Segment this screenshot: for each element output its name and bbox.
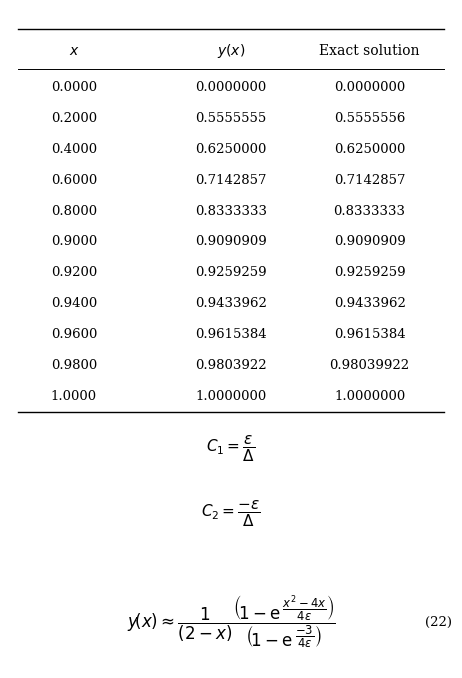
Text: (22): (22) — [426, 616, 452, 629]
Text: 0.9000: 0.9000 — [51, 235, 97, 248]
Text: 0.9800: 0.9800 — [51, 359, 97, 372]
Text: 0.0000000: 0.0000000 — [334, 81, 405, 94]
Text: 0.8333333: 0.8333333 — [334, 205, 406, 218]
Text: 0.5555555: 0.5555555 — [195, 112, 267, 125]
Text: 0.6250000: 0.6250000 — [195, 143, 267, 156]
Text: Exact solution: Exact solution — [319, 44, 420, 58]
Text: 1.0000000: 1.0000000 — [195, 390, 267, 403]
Text: 0.5555556: 0.5555556 — [334, 112, 405, 125]
Text: 1.0000000: 1.0000000 — [334, 390, 405, 403]
Text: 0.9090909: 0.9090909 — [195, 235, 267, 248]
Text: 0.2000: 0.2000 — [51, 112, 97, 125]
Text: $x$: $x$ — [68, 44, 79, 58]
Text: $C_{1}=\dfrac{\varepsilon}{\Delta}$: $C_{1}=\dfrac{\varepsilon}{\Delta}$ — [207, 435, 255, 464]
Text: 0.9433962: 0.9433962 — [334, 297, 406, 310]
Text: 0.7142857: 0.7142857 — [195, 174, 267, 186]
Text: 0.9259259: 0.9259259 — [195, 266, 267, 279]
Text: 0.8000: 0.8000 — [51, 205, 97, 218]
Text: 0.7142857: 0.7142857 — [334, 174, 405, 186]
Text: 0.9433962: 0.9433962 — [195, 297, 267, 310]
Text: $C_{2}=\dfrac{-\varepsilon}{\Delta}$: $C_{2}=\dfrac{-\varepsilon}{\Delta}$ — [201, 499, 261, 529]
Text: 0.6000: 0.6000 — [51, 174, 97, 186]
Text: 0.6250000: 0.6250000 — [334, 143, 405, 156]
Text: 1.0000: 1.0000 — [51, 390, 97, 403]
Text: 0.9803922: 0.9803922 — [195, 359, 267, 372]
Text: 0.9200: 0.9200 — [51, 266, 97, 279]
Text: 0.9615384: 0.9615384 — [195, 328, 267, 341]
Text: 0.0000000: 0.0000000 — [195, 81, 267, 94]
Text: 0.98039922: 0.98039922 — [329, 359, 410, 372]
Text: $y(x)$: $y(x)$ — [217, 42, 245, 60]
Text: 0.9090909: 0.9090909 — [334, 235, 406, 248]
Text: 0.4000: 0.4000 — [51, 143, 97, 156]
Text: 0.9600: 0.9600 — [51, 328, 97, 341]
Text: 0.8333333: 0.8333333 — [195, 205, 267, 218]
Text: 0.9400: 0.9400 — [51, 297, 97, 310]
Text: $y\!\left(x\right)\approx\dfrac{1}{\left(2-x\right)}\dfrac{\left(\!1-\mathrm{e}^: $y\!\left(x\right)\approx\dfrac{1}{\left… — [127, 595, 335, 650]
Text: 0.9259259: 0.9259259 — [334, 266, 406, 279]
Text: 0.0000: 0.0000 — [51, 81, 97, 94]
Text: 0.9615384: 0.9615384 — [334, 328, 406, 341]
